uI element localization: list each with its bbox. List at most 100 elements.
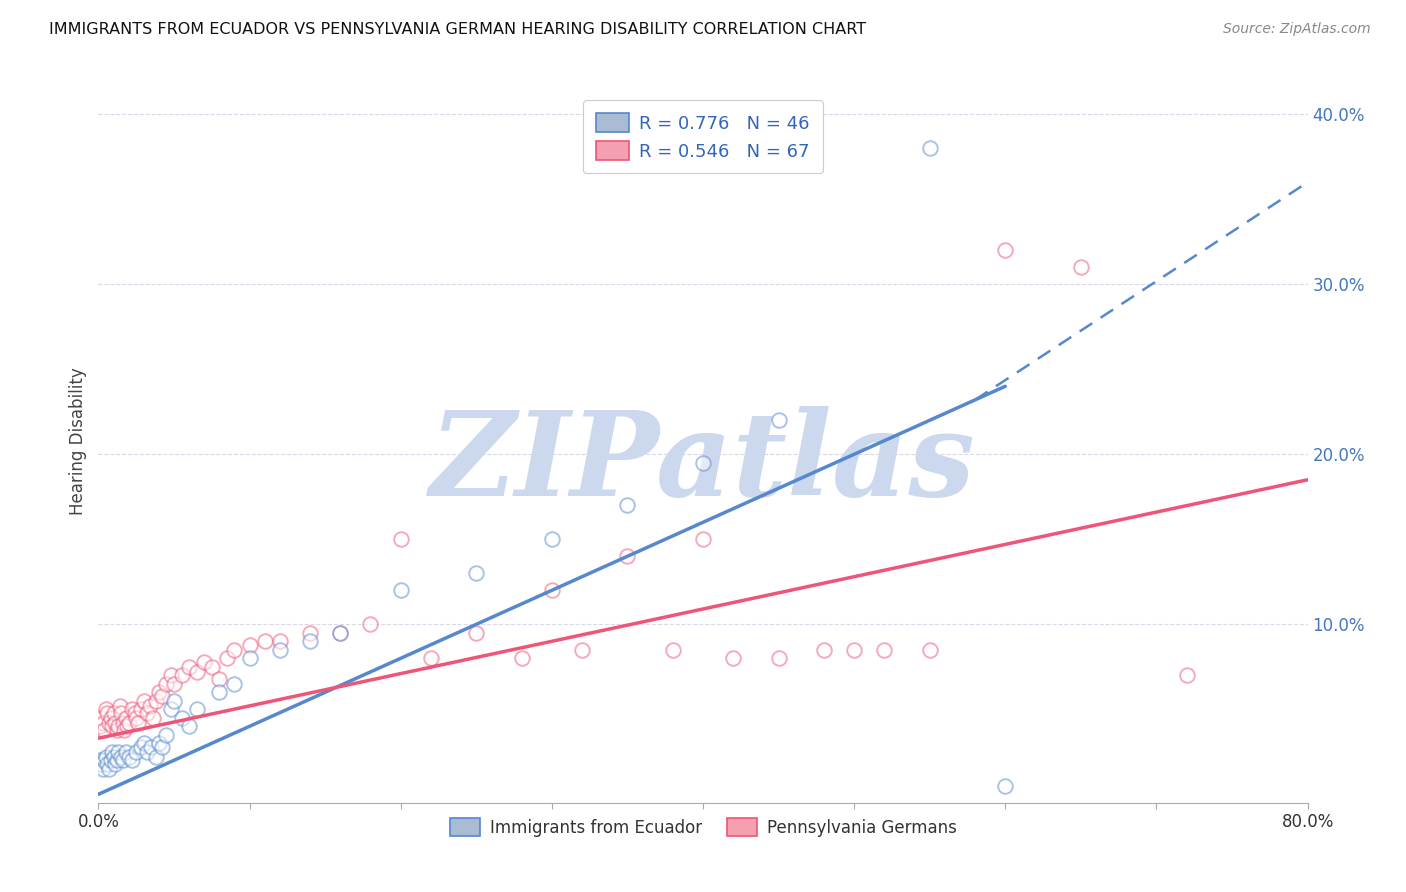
Point [132, 694, 155, 708]
Point [170, 711, 193, 725]
Point [132, 736, 155, 750]
Point [127, 715, 149, 730]
Point [224, 642, 246, 657]
Point [125, 745, 148, 759]
Point [201, 660, 224, 674]
Point [89, 719, 111, 733]
Point [135, 745, 157, 759]
Point [918, 642, 941, 657]
Point [105, 753, 128, 767]
Point [111, 715, 134, 730]
Point [91, 715, 114, 730]
Point [389, 533, 412, 547]
Point [269, 634, 291, 648]
Point [111, 753, 134, 767]
Point [994, 779, 1017, 793]
Point [163, 694, 186, 708]
Point [239, 651, 262, 665]
Point [186, 702, 208, 716]
Point [150, 739, 173, 754]
Point [103, 750, 125, 764]
Y-axis label: Hearing Disability: Hearing Disability [69, 368, 87, 516]
Text: Source: ZipAtlas.com: Source: ZipAtlas.com [1223, 22, 1371, 37]
Point [299, 625, 322, 640]
Point [142, 711, 165, 725]
Point [224, 677, 246, 691]
Point [163, 677, 186, 691]
Point [253, 634, 276, 648]
Point [155, 728, 177, 742]
Point [692, 456, 714, 470]
Point [510, 651, 533, 665]
Point [118, 715, 141, 730]
Point [186, 665, 208, 679]
Point [465, 566, 488, 581]
Point [150, 689, 173, 703]
Point [96, 756, 118, 771]
Point [299, 634, 322, 648]
Point [170, 668, 193, 682]
Point [193, 655, 215, 669]
Point [1070, 260, 1092, 275]
Point [90, 756, 112, 771]
Point [994, 244, 1017, 258]
Point [141, 739, 163, 754]
Point [104, 756, 127, 771]
Point [115, 719, 138, 733]
Point [110, 750, 132, 764]
Point [145, 694, 167, 708]
Point [110, 706, 132, 720]
Text: IMMIGRANTS FROM ECUADOR VS PENNSYLVANIA GERMAN HEARING DISABILITY CORRELATION CH: IMMIGRANTS FROM ECUADOR VS PENNSYLVANIA … [49, 22, 866, 37]
Point [89, 753, 111, 767]
Point [208, 672, 231, 686]
Point [105, 723, 128, 737]
Point [148, 736, 170, 750]
Point [179, 719, 201, 733]
Text: ZIPatlas: ZIPatlas [430, 406, 976, 521]
Point [215, 651, 238, 665]
Point [420, 651, 443, 665]
Point [112, 723, 135, 737]
Point [918, 141, 941, 155]
Point [91, 762, 114, 776]
Point [148, 685, 170, 699]
Point [104, 715, 127, 730]
Legend: Immigrants from Ecuador, Pennsylvania Germans: Immigrants from Ecuador, Pennsylvania Ge… [437, 806, 969, 848]
Point [107, 719, 129, 733]
Point [121, 702, 143, 716]
Point [360, 617, 382, 632]
Point [540, 533, 562, 547]
Point [94, 702, 117, 716]
Point [389, 583, 412, 598]
Point [329, 625, 352, 640]
Point [100, 711, 122, 725]
Point [239, 638, 262, 652]
Point [93, 753, 115, 767]
Point [768, 413, 790, 427]
Point [873, 642, 896, 657]
Point [179, 660, 201, 674]
Point [465, 625, 488, 640]
Point [101, 719, 124, 733]
Point [616, 498, 638, 512]
Point [96, 706, 118, 720]
Point [813, 642, 835, 657]
Point [208, 685, 231, 699]
Point [135, 706, 157, 720]
Point [145, 750, 167, 764]
Point [160, 702, 183, 716]
Point [125, 711, 148, 725]
Point [100, 753, 122, 767]
Point [108, 698, 131, 713]
Point [1175, 668, 1198, 682]
Point [160, 668, 183, 682]
Point [723, 651, 745, 665]
Point [98, 762, 121, 776]
Point [129, 739, 152, 754]
Point [114, 745, 136, 759]
Point [90, 711, 112, 725]
Point [616, 549, 638, 564]
Point [155, 677, 177, 691]
Point [93, 723, 115, 737]
Point [98, 715, 121, 730]
